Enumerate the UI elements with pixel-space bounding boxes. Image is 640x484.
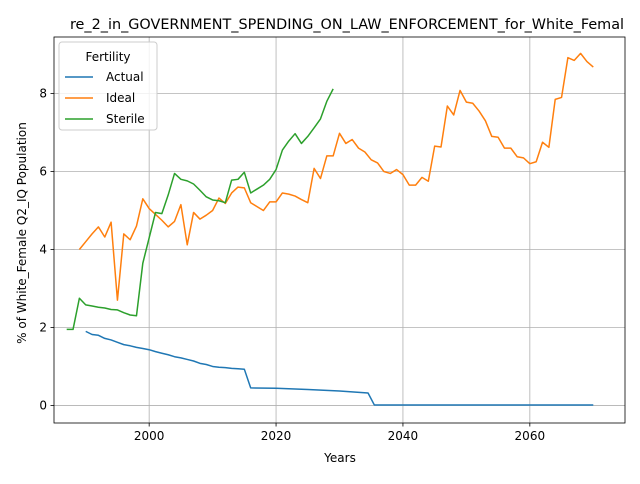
plot-area-frame — [53, 36, 626, 424]
y-tick-label: 4 — [39, 242, 47, 256]
legend-label-actual: Actual — [106, 70, 144, 84]
y-tick-label: 8 — [39, 87, 47, 101]
legend-title: Fertility — [85, 50, 130, 64]
x-tick-label: 2020 — [261, 429, 292, 443]
x-tick-label: 2000 — [134, 429, 165, 443]
y-tick-label: 2 — [39, 320, 47, 334]
chart-title: re_2_in_GOVERNMENT_SPENDING_ON_LAW_ENFOR… — [70, 17, 624, 33]
y-axis-label: % of White_Female Q2_IQ Population — [15, 122, 29, 344]
axis-ticks: 2000 2020 2040 2060 0 2 4 6 8 — [39, 87, 545, 443]
legend-label-sterile: Sterile — [106, 112, 145, 126]
series-line-sterile — [66, 88, 334, 331]
grid-lines — [54, 37, 625, 423]
x-tick-label: 2040 — [388, 429, 419, 443]
y-tick-label: 6 — [39, 165, 47, 179]
series-lines — [66, 52, 594, 406]
x-axis-label: Years — [323, 451, 356, 465]
legend-entries: Actual Ideal Sterile — [65, 70, 145, 126]
y-tick-label: 0 — [39, 398, 47, 412]
series-line-actual — [85, 330, 594, 406]
legend-label-ideal: Ideal — [106, 91, 135, 105]
legend: Fertility Actual Ideal Sterile — [58, 41, 158, 131]
series-line-ideal — [78, 52, 594, 301]
legend-box — [58, 41, 158, 131]
x-tick-label: 2060 — [515, 429, 546, 443]
